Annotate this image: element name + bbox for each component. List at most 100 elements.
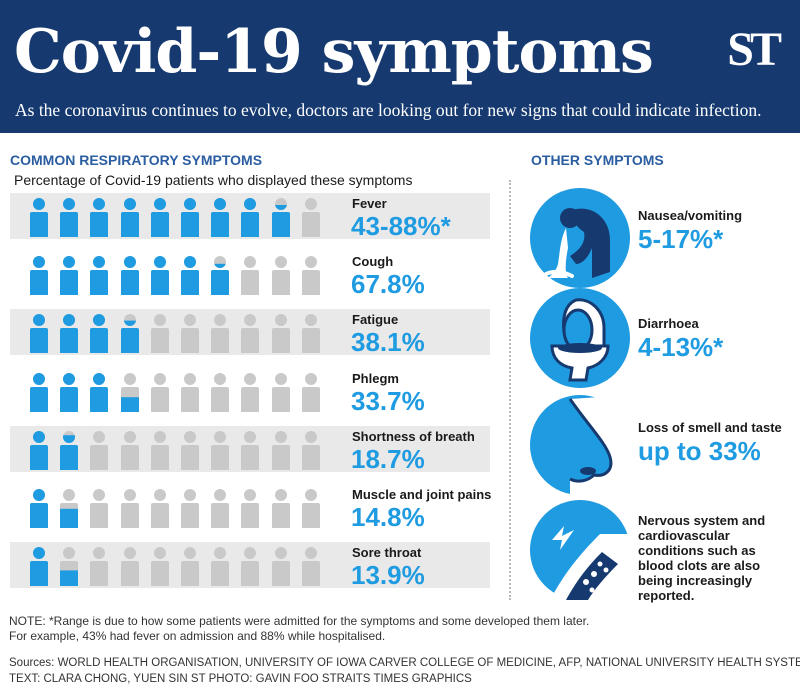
column-divider bbox=[509, 180, 511, 600]
symptom-value: 13.9% bbox=[351, 560, 425, 591]
symptom-value: 38.1% bbox=[351, 327, 425, 358]
person-icon-empty bbox=[235, 313, 265, 354]
person-icon-filled bbox=[205, 255, 235, 296]
other-symptom-label-diarrhoea: Diarrhoea bbox=[638, 316, 699, 331]
person-icon-empty bbox=[296, 488, 326, 528]
person-icon-empty bbox=[145, 372, 175, 412]
person-icon-filled bbox=[54, 430, 84, 470]
symptom-row: Sore throat 13.9% bbox=[10, 542, 490, 591]
person-icon-empty bbox=[145, 313, 175, 354]
other-symptom-text-nervous: Nervous system and cardiovascular condit… bbox=[638, 513, 766, 603]
symptom-value: 14.8% bbox=[351, 502, 425, 532]
person-icon-empty bbox=[145, 430, 175, 470]
person-icon-empty bbox=[266, 313, 296, 354]
symptom-label: Shortness of breath bbox=[352, 428, 475, 444]
person-icon-filled bbox=[54, 488, 84, 528]
page-subtitle: As the coronavirus continues to evolve, … bbox=[15, 100, 762, 120]
person-icon-empty bbox=[145, 546, 175, 587]
symptom-value: 18.7% bbox=[351, 443, 425, 474]
person-icon-empty bbox=[205, 430, 235, 470]
blood-vessel-icon bbox=[530, 500, 630, 600]
credits-text: TEXT: CLARA CHONG, YUEN SIN ST PHOTO: GA… bbox=[9, 673, 472, 685]
person-icon-filled bbox=[54, 546, 84, 587]
symptom-row: Cough 67.8% bbox=[10, 251, 490, 300]
other-symptoms-heading: OTHER SYMPTOMS bbox=[531, 152, 664, 168]
person-icon-empty bbox=[84, 546, 114, 587]
symptom-value: 43-88%* bbox=[351, 211, 451, 241]
symptom-label: Sore throat bbox=[352, 545, 422, 561]
common-symptoms-subheading: Percentage of Covid-19 patients who disp… bbox=[14, 172, 413, 188]
symptom-label: Cough bbox=[352, 254, 394, 270]
person-icon-empty bbox=[235, 255, 265, 296]
person-icon-empty bbox=[205, 488, 235, 528]
person-icon-filled bbox=[84, 313, 114, 354]
person-icon-empty bbox=[145, 488, 175, 528]
symptom-row: Phlegm 33.7% bbox=[10, 368, 490, 416]
person-icon-empty bbox=[296, 255, 326, 296]
person-icon-empty bbox=[115, 546, 145, 587]
symptom-label: Fever bbox=[352, 196, 387, 211]
other-symptom-value-diarrhoea: 4-13%* bbox=[638, 332, 724, 362]
nose-icon bbox=[530, 395, 630, 495]
person-icon-empty bbox=[84, 430, 114, 470]
person-icon-empty bbox=[296, 372, 326, 412]
person-icon-empty bbox=[296, 546, 326, 587]
symptom-label: Phlegm bbox=[352, 370, 399, 386]
person-icon-filled bbox=[145, 197, 175, 237]
sources-text: Sources: WORLD HEALTH ORGANISATION, UNIV… bbox=[9, 657, 800, 669]
person-icon-empty bbox=[175, 430, 205, 470]
other-symptom-value-smell: up to 33% bbox=[638, 436, 761, 466]
person-icon-filled bbox=[115, 313, 145, 354]
person-icon-filled bbox=[115, 255, 145, 296]
common-symptoms-heading: COMMON RESPIRATORY SYMPTOMS bbox=[10, 152, 263, 168]
person-icon-filled bbox=[84, 197, 114, 237]
symptom-row: Muscle and joint pains 14.8% bbox=[10, 484, 492, 532]
person-icon-filled bbox=[54, 313, 84, 354]
person-icon-empty bbox=[205, 313, 235, 354]
person-icon-empty bbox=[175, 546, 205, 587]
person-icon-filled bbox=[175, 255, 205, 296]
person-icon-empty bbox=[115, 488, 145, 528]
person-icon-filled bbox=[54, 197, 84, 237]
person-icon-empty bbox=[296, 430, 326, 470]
person-icon-filled bbox=[84, 372, 114, 412]
person-icon-empty bbox=[235, 430, 265, 470]
symptom-row: Fatigue 38.1% bbox=[10, 309, 490, 358]
person-icon-filled bbox=[235, 197, 265, 237]
vomiting-icon bbox=[530, 188, 630, 288]
person-icon-filled bbox=[266, 197, 296, 237]
person-icon-filled bbox=[115, 197, 145, 237]
person-icon-empty bbox=[235, 488, 265, 528]
footnote-line-2: For example, 43% had fever on admission … bbox=[9, 629, 386, 643]
person-icon-empty bbox=[266, 546, 296, 587]
st-logo: ST bbox=[727, 23, 782, 76]
symptom-label: Fatigue bbox=[352, 312, 399, 328]
person-icon-empty bbox=[235, 546, 265, 587]
person-icon-empty bbox=[235, 372, 265, 412]
person-icon-empty bbox=[266, 255, 296, 296]
person-icon-filled bbox=[24, 313, 54, 354]
symptom-value: 67.8% bbox=[351, 269, 425, 300]
person-icon-filled bbox=[205, 197, 235, 237]
person-icon-filled bbox=[115, 372, 145, 412]
person-icon-filled bbox=[54, 372, 84, 412]
symptom-value: 33.7% bbox=[351, 385, 425, 416]
person-icon-filled bbox=[84, 255, 114, 296]
person-icon-empty bbox=[175, 372, 205, 412]
person-icon-filled bbox=[145, 255, 175, 296]
person-icon-empty bbox=[205, 546, 235, 587]
person-icon-empty bbox=[115, 430, 145, 470]
person-icon-empty bbox=[266, 488, 296, 528]
header-banner: Covid-19 symptoms ST As the coronavirus … bbox=[0, 0, 800, 133]
person-icon-empty bbox=[266, 372, 296, 412]
person-icon-empty bbox=[266, 430, 296, 470]
person-icon-filled bbox=[24, 488, 54, 528]
other-symptom-label-nausea: Nausea/vomiting bbox=[638, 208, 743, 223]
person-icon-filled bbox=[24, 546, 54, 587]
footnote-line-1: NOTE: *Range is due to how some patients… bbox=[9, 614, 590, 628]
symptom-label: Muscle and joint pains bbox=[352, 487, 492, 502]
person-icon-filled bbox=[175, 197, 205, 237]
person-icon-filled bbox=[24, 197, 54, 237]
symptom-row: Shortness of breath 18.7% bbox=[10, 425, 490, 474]
person-icon-filled bbox=[54, 255, 84, 296]
